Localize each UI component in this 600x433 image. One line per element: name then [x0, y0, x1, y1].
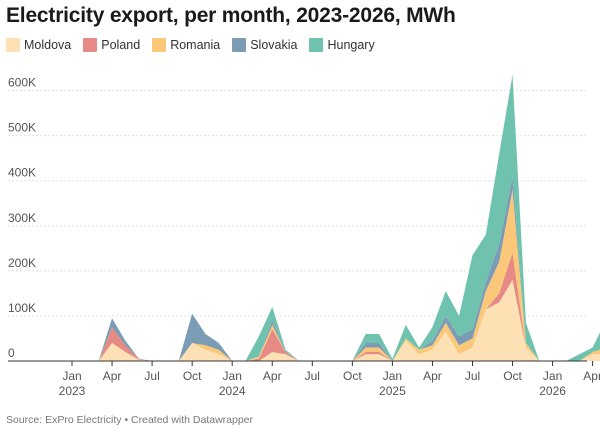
area-moldova [72, 279, 600, 361]
x-tick-month: Apr [103, 369, 122, 383]
x-tick-year: 2024 [219, 384, 246, 398]
y-tick-label: 400K [8, 166, 36, 180]
x-tick-month: Apr [583, 369, 600, 383]
legend-item-moldova: Moldova [6, 38, 71, 52]
legend-item-hungary: Hungary [309, 38, 375, 52]
x-tick-year: 2025 [379, 384, 406, 398]
legend-swatch-slovakia [232, 38, 247, 52]
source-note: Source: ExPro Electricity • Created with… [6, 414, 254, 426]
y-tick-label: 300K [8, 211, 36, 225]
x-tick-month: Jan [62, 369, 81, 383]
legend-item-poland: Poland [83, 38, 140, 52]
legend-swatch-poland [83, 38, 98, 52]
legend-label: Hungary [327, 38, 375, 52]
legend-item-romania: Romania [152, 38, 220, 52]
y-tick-label: 500K [8, 121, 36, 135]
x-tick-month: Apr [263, 369, 282, 383]
legend-swatch-romania [152, 38, 167, 52]
x-tick-month: Jan [223, 369, 242, 383]
legend-label: Slovakia [250, 38, 298, 52]
x-tick-year: 2023 [59, 384, 86, 398]
x-tick-month: Jan [543, 369, 562, 383]
x-tick-month: Oct [503, 369, 522, 383]
x-tick-month: Jul [144, 369, 159, 383]
legend-label: Romania [170, 38, 221, 52]
y-tick-label: 200K [8, 256, 36, 270]
x-tick-month: Apr [423, 369, 442, 383]
x-tick-month: Jan [383, 369, 402, 383]
y-tick-label: 100K [8, 301, 36, 315]
x-tick-month: Jul [305, 369, 320, 383]
area-hungary [72, 74, 600, 361]
x-tick-month: Oct [343, 369, 362, 383]
chart-title: Electricity export, per month, 2023-2026… [6, 4, 456, 27]
legend-label: Moldova [24, 38, 72, 52]
y-tick-label: 600K [8, 76, 36, 90]
area-slovakia [72, 176, 600, 361]
legend-item-slovakia: Slovakia [232, 38, 297, 52]
area-poland [72, 252, 600, 361]
area-romania [72, 189, 600, 361]
legend-swatch-moldova [6, 38, 20, 52]
x-tick-year: 2026 [539, 384, 566, 398]
legend: Moldova Poland Romania Slovakia Hungary [6, 38, 375, 52]
legend-swatch-hungary [309, 38, 324, 52]
x-tick-month: Oct [183, 369, 202, 383]
legend-label: Poland [101, 38, 141, 52]
y-tick-label: 0 [8, 346, 15, 360]
x-tick-month: Jul [465, 369, 480, 383]
